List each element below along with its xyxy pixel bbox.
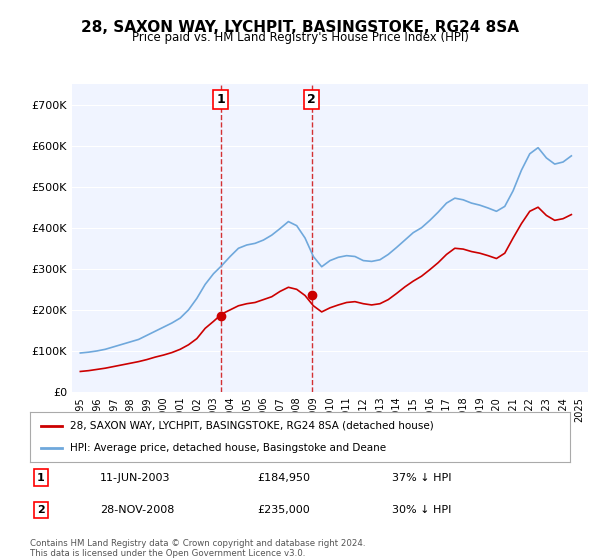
Text: £235,000: £235,000 <box>257 505 310 515</box>
Text: This data is licensed under the Open Government Licence v3.0.: This data is licensed under the Open Gov… <box>30 549 305 558</box>
Text: HPI: Average price, detached house, Basingstoke and Deane: HPI: Average price, detached house, Basi… <box>71 443 386 453</box>
Text: 2: 2 <box>37 505 44 515</box>
Text: 28-NOV-2008: 28-NOV-2008 <box>100 505 175 515</box>
Text: 1: 1 <box>217 93 225 106</box>
Text: £184,950: £184,950 <box>257 473 310 483</box>
Text: 30% ↓ HPI: 30% ↓ HPI <box>392 505 451 515</box>
Text: 28, SAXON WAY, LYCHPIT, BASINGSTOKE, RG24 8SA (detached house): 28, SAXON WAY, LYCHPIT, BASINGSTOKE, RG2… <box>71 421 434 431</box>
Text: 2: 2 <box>307 93 316 106</box>
Text: 1: 1 <box>37 473 44 483</box>
Text: Price paid vs. HM Land Registry's House Price Index (HPI): Price paid vs. HM Land Registry's House … <box>131 31 469 44</box>
Text: 11-JUN-2003: 11-JUN-2003 <box>100 473 170 483</box>
Text: Contains HM Land Registry data © Crown copyright and database right 2024.: Contains HM Land Registry data © Crown c… <box>30 539 365 548</box>
Text: 28, SAXON WAY, LYCHPIT, BASINGSTOKE, RG24 8SA: 28, SAXON WAY, LYCHPIT, BASINGSTOKE, RG2… <box>81 20 519 35</box>
Text: 37% ↓ HPI: 37% ↓ HPI <box>392 473 451 483</box>
